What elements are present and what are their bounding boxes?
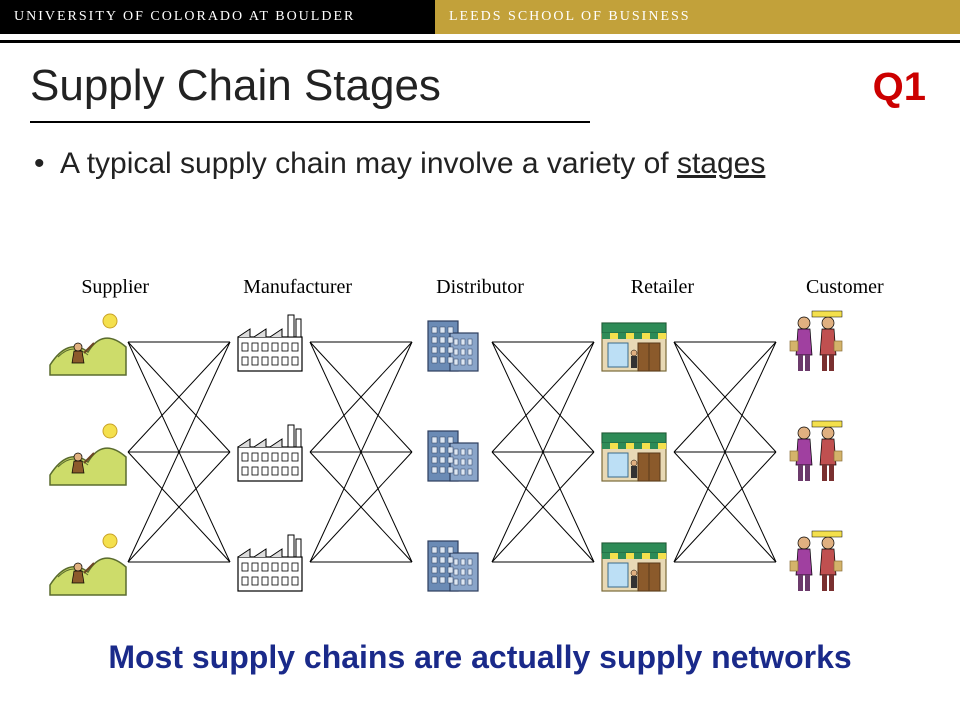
distributor-icon xyxy=(412,527,492,597)
question-badge: Q1 xyxy=(873,65,926,110)
distributor-icon xyxy=(412,307,492,377)
stage-label-customer: Customer xyxy=(754,276,936,299)
supply-chain-diagram: SupplierManufacturerDistributorRetailerC… xyxy=(24,276,936,606)
stage-label-manufacturer: Manufacturer xyxy=(206,276,388,299)
customer-icon xyxy=(776,417,856,487)
customer-icon xyxy=(776,527,856,597)
stage-label-supplier: Supplier xyxy=(24,276,206,299)
page-title: Supply Chain Stages xyxy=(30,61,441,111)
stage-label-retailer: Retailer xyxy=(571,276,753,299)
banner-right: LEEDS SCHOOL OF BUSINESS xyxy=(435,0,960,34)
retailer-icon xyxy=(594,527,674,597)
retailer-icon xyxy=(594,417,674,487)
retailer-icon xyxy=(594,307,674,377)
banner-left: UNIVERSITY OF COLORADO AT BOULDER xyxy=(0,0,435,34)
factory-icon xyxy=(230,307,310,377)
footer-text: Most supply chains are actually supply n… xyxy=(0,639,960,676)
top-banner: UNIVERSITY OF COLORADO AT BOULDER LEEDS … xyxy=(0,0,960,34)
stage-label-distributor: Distributor xyxy=(389,276,571,299)
factory-icon xyxy=(230,417,310,487)
customer-icon xyxy=(776,307,856,377)
supplier-icon xyxy=(48,527,128,597)
factory-icon xyxy=(230,527,310,597)
bullet-text: A typical supply chain may involve a var… xyxy=(0,123,960,181)
bullet-prefix: A typical supply chain may involve a var… xyxy=(60,147,677,180)
distributor-icon xyxy=(412,417,492,487)
supplier-icon xyxy=(48,307,128,377)
bullet-underlined: stages xyxy=(677,147,765,180)
supplier-icon xyxy=(48,417,128,487)
